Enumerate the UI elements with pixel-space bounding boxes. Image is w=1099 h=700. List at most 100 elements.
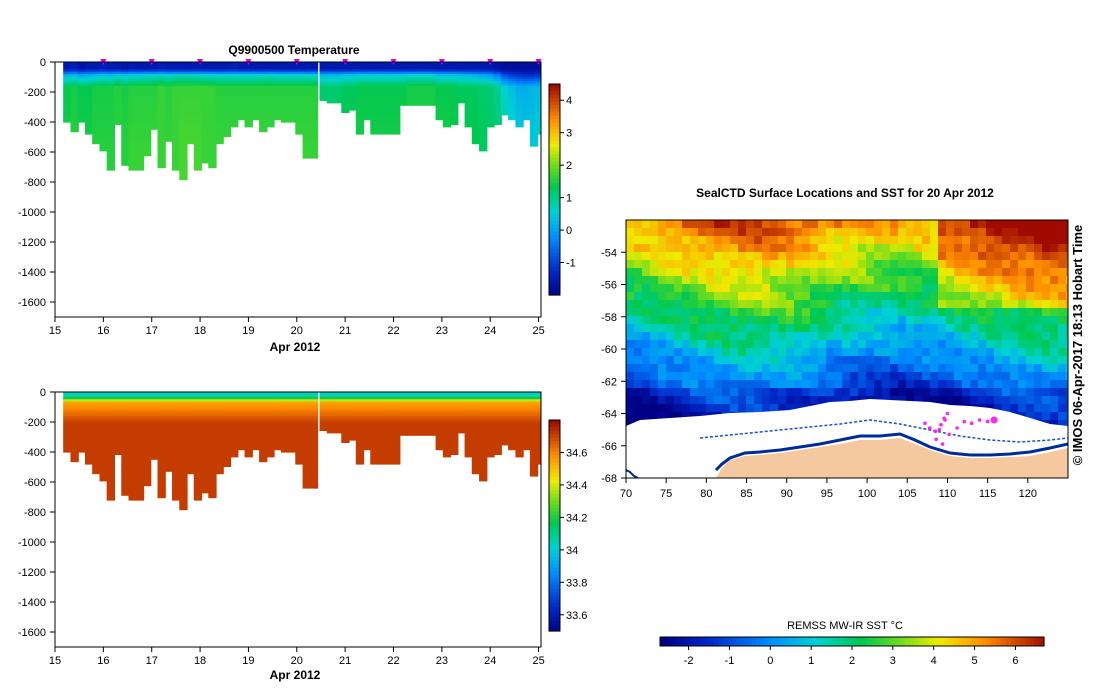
profile-cell — [179, 464, 188, 467]
profile-cell — [309, 134, 319, 137]
sst-cell — [1018, 284, 1027, 293]
profile-cell — [92, 66, 101, 70]
profile-cell — [157, 110, 166, 113]
profile-cell — [273, 447, 282, 451]
profile-cell — [280, 449, 290, 453]
profile-cell — [201, 102, 210, 106]
profile-cell — [355, 428, 365, 431]
sst-cell — [1050, 236, 1059, 245]
profile-cell — [348, 401, 357, 405]
sst-cell — [634, 332, 643, 341]
profile-cell — [128, 413, 137, 417]
sst-cell — [906, 308, 915, 317]
profile-cell — [384, 69, 394, 73]
sst-cell — [682, 316, 691, 325]
sst-cell — [674, 308, 683, 317]
sst-cell — [634, 308, 643, 317]
colorbar-segment — [549, 525, 560, 530]
profile-cell — [406, 411, 415, 415]
profile-cell — [266, 69, 275, 73]
sst-cell — [1066, 292, 1068, 301]
profile-cell — [179, 492, 188, 496]
profile-cell — [128, 112, 137, 116]
profile-cell — [529, 124, 539, 128]
profile-cell — [295, 452, 304, 455]
profile-cell — [334, 98, 343, 101]
profile-cell — [186, 449, 195, 453]
profile-cell — [193, 90, 203, 94]
profile-cell — [215, 418, 224, 422]
profile-cell — [172, 495, 181, 499]
profile-cell — [128, 399, 137, 403]
sst-cell — [898, 220, 907, 229]
sst-cell — [994, 300, 1003, 309]
profile-cell — [259, 399, 268, 403]
profile-cell — [392, 392, 401, 395]
profile-cell — [309, 153, 319, 157]
profile-cell — [295, 102, 304, 106]
profile-cell — [464, 413, 473, 417]
profile-cell — [493, 98, 502, 101]
profile-cell — [309, 102, 319, 106]
profile-cell — [150, 416, 159, 419]
profile-cell — [208, 100, 217, 104]
profile-cell — [150, 396, 159, 400]
profile-cell — [237, 105, 246, 109]
profile-cell — [201, 74, 210, 77]
profile-cell — [230, 394, 239, 398]
sst-cell — [1018, 244, 1027, 253]
x-tick-label: 22 — [387, 325, 399, 337]
profile-cell — [302, 468, 311, 472]
profile-cell — [230, 440, 239, 443]
profile-cell — [208, 76, 217, 80]
profile-cell — [363, 440, 372, 443]
profile-cell — [208, 129, 217, 133]
sst-cell — [874, 268, 883, 277]
profile-cell — [421, 425, 430, 429]
profile-cell — [288, 98, 297, 101]
profile-cell — [215, 95, 224, 99]
profile-cell — [522, 404, 531, 407]
profile-cell — [508, 447, 517, 451]
profile-cell — [193, 138, 203, 142]
profile-cell — [259, 88, 268, 92]
sst-cell — [874, 308, 883, 317]
profile-cell — [370, 98, 379, 101]
colorbar-segment — [549, 507, 560, 512]
profile-cell — [179, 122, 188, 125]
profile-cell — [121, 476, 130, 479]
profile-cell — [121, 129, 130, 133]
sst-cell — [754, 308, 763, 317]
profile-cell — [92, 131, 101, 135]
sst-cell — [762, 332, 771, 341]
sst-cell — [1010, 276, 1019, 285]
profile-cell — [435, 420, 444, 424]
profile-cell — [486, 64, 495, 68]
sst-cell — [1066, 324, 1068, 333]
profile-cell — [150, 428, 159, 431]
sst-cell — [1010, 228, 1019, 237]
sst-cell — [810, 292, 819, 301]
profile-cell — [99, 423, 108, 427]
profile-cell — [479, 471, 488, 475]
profile-cell — [522, 440, 531, 443]
sst-cell — [1026, 300, 1035, 309]
profile-cell — [85, 440, 94, 443]
profile-cell — [266, 420, 275, 424]
sst-cell — [650, 228, 659, 237]
profile-cell — [450, 95, 459, 99]
profile-cell — [493, 440, 502, 443]
profile-cell — [534, 86, 541, 89]
profile-cell — [326, 78, 336, 82]
profile-cell — [450, 428, 459, 431]
profile-cell — [85, 408, 94, 412]
profile-cell — [135, 81, 145, 85]
profile-cell — [143, 64, 152, 68]
profile-cell — [237, 81, 246, 85]
profile-cell — [355, 442, 365, 446]
profile-cell — [273, 430, 282, 434]
profile-cell — [348, 413, 357, 417]
profile-cell — [295, 90, 304, 94]
profile-cell — [164, 428, 174, 431]
profile-cell — [128, 401, 137, 405]
